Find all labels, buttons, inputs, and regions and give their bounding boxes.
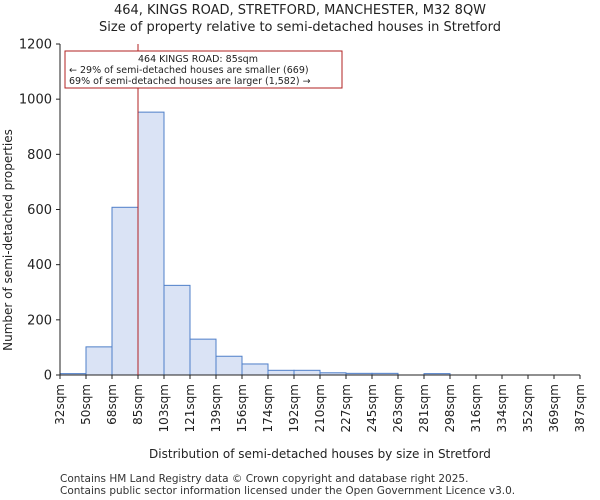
- y-axis-label: Number of semi-detached properties: [1, 129, 15, 351]
- x-tick-label: 245sqm: [365, 384, 379, 432]
- histogram-bar: [163, 284, 191, 376]
- x-tick-label: 156sqm: [235, 384, 249, 432]
- y-tick-label: 800: [27, 148, 52, 163]
- x-tick-label: 227sqm: [339, 384, 353, 432]
- x-tick-label: 281sqm: [417, 384, 431, 432]
- y-tick-label: 200: [27, 313, 52, 328]
- x-tick-label: 334sqm: [495, 384, 509, 432]
- annotation-box: [64, 50, 343, 89]
- chart-subtitle: Size of property relative to semi-detach…: [99, 20, 501, 35]
- x-tick-label: 121sqm: [183, 384, 197, 432]
- x-tick-label: 369sqm: [547, 384, 561, 432]
- footer-licence: Contains public sector information licen…: [60, 485, 516, 497]
- x-tick-label: 85sqm: [131, 384, 145, 425]
- x-tick-label: 174sqm: [261, 384, 275, 432]
- x-tick-label: 50sqm: [79, 384, 93, 425]
- histogram-bar: [241, 363, 269, 376]
- annotation-smaller-text: ← 29% of semi-detached houses are smalle…: [69, 65, 309, 76]
- x-axis-label: Distribution of semi-detached houses by …: [149, 447, 491, 461]
- y-tick-label: 400: [27, 258, 52, 273]
- histogram-bar: [189, 338, 217, 376]
- x-tick-label: 298sqm: [443, 384, 457, 432]
- x-tick-label: 192sqm: [287, 384, 301, 432]
- y-tick-label: 600: [27, 203, 52, 218]
- y-tick-label: 1200: [19, 38, 52, 53]
- footer-copyright: Contains HM Land Registry data © Crown c…: [60, 473, 469, 485]
- x-tick-label: 352sqm: [521, 384, 535, 432]
- histogram-bar: [111, 206, 139, 376]
- histogram-bar: [267, 369, 295, 376]
- annotation-title: 464 KINGS ROAD: 85sqm: [138, 54, 258, 65]
- y-tick-label: 1000: [19, 93, 52, 108]
- x-tick-label: 68sqm: [105, 384, 119, 425]
- x-tick-label: 387sqm: [573, 384, 587, 432]
- x-tick-label: 316sqm: [469, 384, 483, 432]
- annotation-larger-text: 69% of semi-detached houses are larger (…: [69, 76, 311, 87]
- y-tick-label: 0: [44, 369, 52, 384]
- histogram-bar: [215, 355, 243, 376]
- chart-title: 464, KINGS ROAD, STRETFORD, MANCHESTER, …: [113, 3, 487, 18]
- x-tick-label: 32sqm: [53, 384, 67, 425]
- x-tick-label: 103sqm: [157, 384, 171, 432]
- histogram-bar: [293, 369, 321, 376]
- x-tick-label: 139sqm: [209, 384, 223, 432]
- histogram-bar: [137, 111, 165, 376]
- histogram-bar: [85, 346, 113, 376]
- x-tick-label: 263sqm: [391, 384, 405, 432]
- x-tick-label: 210sqm: [313, 384, 327, 432]
